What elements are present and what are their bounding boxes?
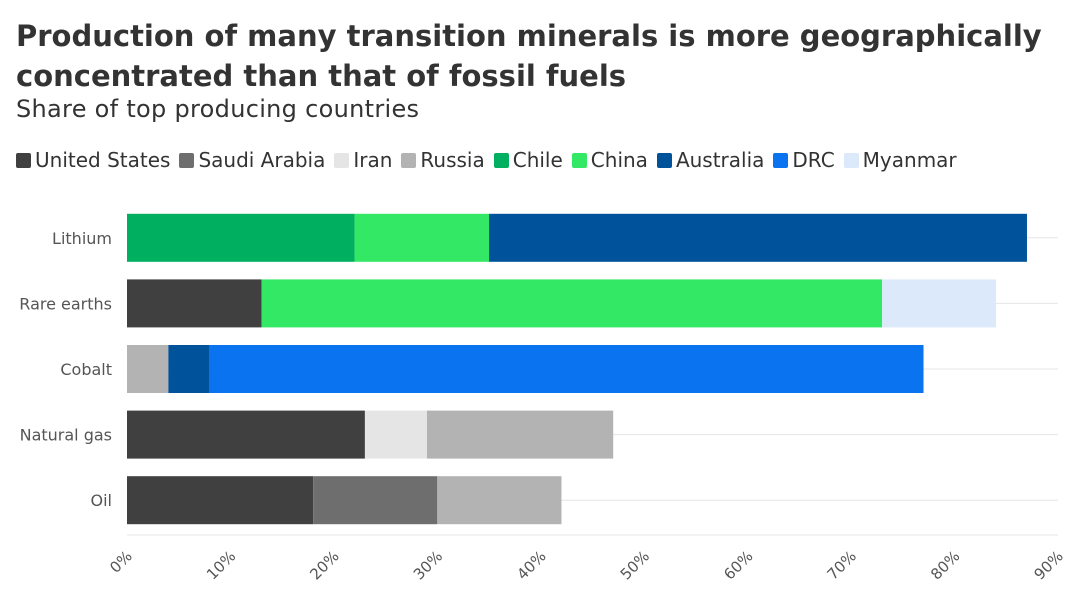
x-tick-label: 20% xyxy=(306,547,342,583)
chart-legend: United States Saudi Arabia Iran Russia Chile… xyxy=(16,148,966,172)
legend-item: China xyxy=(571,148,648,172)
legend-item: Myanmar xyxy=(843,148,957,172)
legend-label: China xyxy=(590,148,648,172)
legend-swatch xyxy=(179,152,195,168)
category-label: Cobalt xyxy=(60,360,112,379)
stacked-bar-chart: Lithium Rare earths Cobalt Natural gas Oil 0%… xyxy=(19,213,1067,583)
bar-segment xyxy=(127,213,355,262)
legend-swatch xyxy=(401,152,417,168)
legend-swatch xyxy=(493,152,509,168)
legend-swatch xyxy=(334,152,350,168)
legend-item: United States xyxy=(16,148,170,172)
x-tick-label: 40% xyxy=(513,547,549,583)
legend-label: Chile xyxy=(512,148,563,172)
category-label: Lithium xyxy=(52,229,112,248)
legend-swatch xyxy=(843,152,859,168)
legend-swatch xyxy=(656,152,672,168)
x-tick-label: 50% xyxy=(617,547,653,583)
legend-label: Australia xyxy=(675,148,765,172)
category-label: Rare earths xyxy=(19,294,112,313)
legend-label: Iran xyxy=(353,148,393,172)
x-tick-label: 10% xyxy=(203,547,239,583)
legend-item: Saudi Arabia xyxy=(179,148,325,172)
legend-item: Russia xyxy=(401,148,485,172)
bar-segment xyxy=(313,476,438,525)
x-tick-label: 30% xyxy=(410,547,446,583)
bar-segment xyxy=(127,410,365,459)
bar-segment xyxy=(168,345,210,393)
legend-swatch xyxy=(16,152,31,168)
legend-swatch xyxy=(571,152,587,168)
category-label: Natural gas xyxy=(20,426,112,445)
legend-item: Australia xyxy=(656,148,765,172)
bar-segment xyxy=(127,345,169,393)
bar-segment xyxy=(364,410,427,459)
bar-segment xyxy=(261,279,883,328)
bar-segment xyxy=(209,345,924,393)
bar-segment xyxy=(882,279,996,328)
x-tick-label: 0% xyxy=(106,547,136,577)
bar-segment xyxy=(127,476,314,525)
legend-label: Myanmar xyxy=(862,148,957,172)
x-tick-label: 80% xyxy=(927,547,963,583)
bar-segment xyxy=(489,213,1027,262)
bar-segment xyxy=(127,279,262,328)
x-tick-label: 70% xyxy=(824,547,860,583)
legend-label: Saudi Arabia xyxy=(198,148,326,172)
x-tick-label: 90% xyxy=(1031,547,1067,583)
legend-label: DRC xyxy=(792,148,835,172)
legend-swatch xyxy=(773,152,789,168)
bar-segment xyxy=(354,213,490,262)
chart-subtitle: Share of top producing countries xyxy=(16,95,420,123)
chart-title: Production of many transition minerals i… xyxy=(16,19,1042,93)
legend-label: Russia xyxy=(420,148,485,172)
x-tick-label: 60% xyxy=(720,547,756,583)
bar-segment xyxy=(426,410,614,459)
category-label: Oil xyxy=(91,491,112,510)
legend-item: Iran xyxy=(334,148,392,172)
bar-segment xyxy=(437,476,562,525)
legend-item: Chile xyxy=(493,148,563,172)
legend-label: United States xyxy=(35,148,171,172)
legend-item: DRC xyxy=(773,148,835,172)
